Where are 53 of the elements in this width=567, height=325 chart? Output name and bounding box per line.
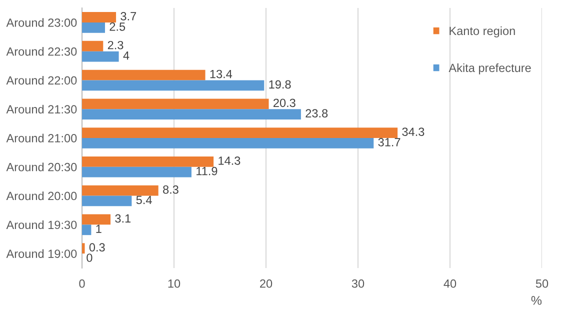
data-label: 20.3 [274, 98, 296, 108]
x-tick-label: 0 [79, 279, 85, 288]
bar [82, 128, 398, 138]
y-tick-label: Around 22:00 [6, 76, 77, 85]
bar [82, 109, 301, 120]
y-tick-label: Around 21:30 [6, 104, 77, 114]
y-tick-label: Around 19:30 [6, 220, 77, 230]
bar [82, 12, 116, 22]
data-label: 34.3 [402, 128, 424, 136]
data-label: 19.8 [269, 80, 291, 89]
y-tick-label: Around 23:00 [6, 18, 77, 27]
bar [82, 22, 105, 33]
bar [82, 156, 214, 167]
bar [82, 80, 264, 91]
x-tick-label: 10 [168, 279, 180, 288]
x-tick-label: 30 [352, 279, 364, 288]
bar [82, 224, 92, 236]
y-tick-label: Around 22:30 [6, 47, 77, 56]
bar [82, 185, 158, 196]
data-label: 2.5 [110, 22, 126, 31]
x-axis-title: % [531, 296, 542, 305]
y-tick-label: Around 19:00 [6, 249, 77, 258]
data-label: 1 [96, 224, 102, 233]
data-label: 3.7 [120, 12, 136, 20]
data-label: 0.3 [89, 243, 105, 252]
x-tick-label: 50 [536, 279, 548, 288]
data-label: 31.7 [378, 138, 400, 146]
legend-label: Kanto region [450, 26, 515, 38]
bar [82, 98, 269, 110]
bar [82, 214, 111, 225]
y-tick-label: Around 20:30 [6, 162, 77, 172]
data-label: 8.3 [163, 185, 178, 194]
data-label: 11.9 [196, 166, 218, 176]
data-label: 23.8 [306, 109, 328, 118]
y-tick-label: Around 20:00 [6, 192, 77, 200]
x-tick-label: 40 [444, 279, 456, 288]
data-label: 5.4 [136, 196, 152, 204]
bar [82, 196, 132, 206]
data-label: 3.1 [115, 214, 131, 223]
bar [82, 40, 104, 52]
data-label: 0 [86, 254, 92, 262]
legend-label: Akita prefecture [448, 63, 531, 74]
bar [82, 70, 206, 80]
data-label: 2.3 [108, 40, 124, 50]
y-tick-label: Around 21:00 [6, 134, 77, 142]
bar [82, 51, 119, 62]
bar [82, 138, 374, 148]
bar [82, 166, 192, 178]
bar [82, 243, 85, 254]
data-label: 14.3 [218, 156, 240, 165]
data-label: 13.4 [210, 70, 232, 78]
data-label: 4 [123, 51, 130, 60]
x-tick-label: 20 [260, 279, 272, 288]
